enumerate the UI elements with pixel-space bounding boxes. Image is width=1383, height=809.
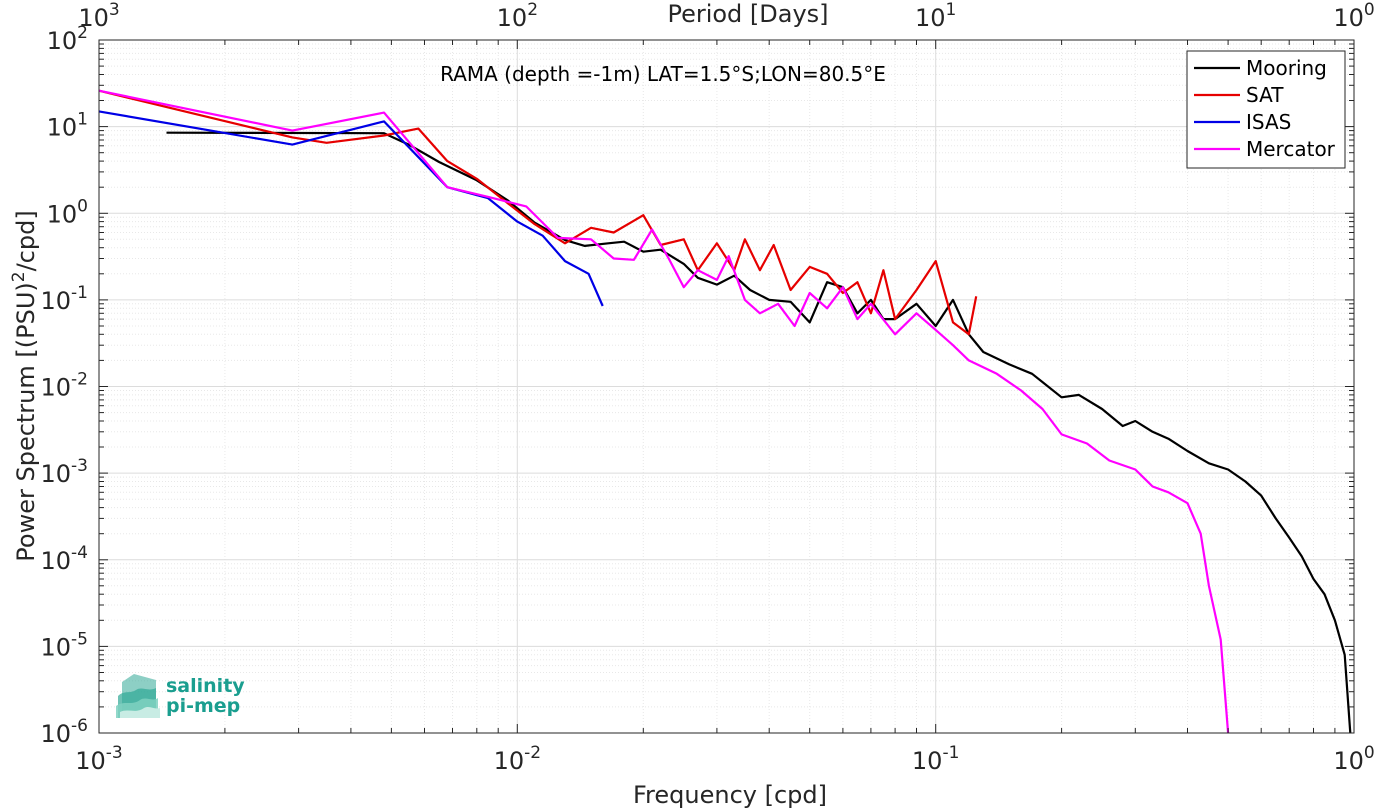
- x-tick-label: 10-2: [494, 743, 542, 775]
- period-tick-label: 102: [497, 0, 538, 32]
- salinity-pi-mep-logo: salinity pi-mep: [116, 674, 245, 718]
- y-axis-label: Power Spectrum [(PSU)2/cpd]: [9, 210, 40, 561]
- legend-label: Mercator: [1246, 137, 1336, 161]
- logo-line2: pi-mep: [166, 695, 240, 717]
- x-tick-label: 100: [1333, 743, 1374, 775]
- y-axis-label-sup: 2: [9, 271, 29, 282]
- x-axis-label: Frequency [cpd]: [633, 781, 827, 809]
- y-tick-labels: 10-6 10-5 10-4 10-3 10-2 10-1 100 101 102: [41, 23, 89, 748]
- logo-mark-icon: [116, 674, 160, 718]
- y-axis-label-tail: /cpd]: [12, 210, 40, 271]
- period-tick-label: 101: [915, 0, 956, 32]
- series-layer: [98, 89, 1352, 734]
- y-tick-label: 10-1: [41, 283, 89, 315]
- y-tick-label: 10-5: [41, 629, 89, 661]
- x-tick-label: 10-3: [75, 743, 123, 775]
- y-tick-label: 10-2: [41, 370, 89, 402]
- legend-label: ISAS: [1246, 110, 1291, 134]
- legend-label: Mooring: [1246, 56, 1327, 80]
- ticks-layer: [98, 39, 1355, 734]
- chart-title: RAMA (depth =-1m) LAT=1.5°S;LON=80.5°E: [440, 62, 886, 86]
- y-tick-label: 10-4: [41, 543, 89, 575]
- logo-line1: salinity: [166, 675, 245, 697]
- x-tick-labels: 10-3 10-2 10-1 100: [75, 743, 1374, 775]
- series-line-sat: [98, 89, 978, 336]
- series-line-mercator: [98, 89, 1230, 734]
- legend: Mooring SAT ISAS Mercator: [1186, 50, 1346, 169]
- series-line-mooring: [166, 131, 1352, 734]
- period-tick-label: 103: [78, 0, 119, 32]
- y-tick-label: 101: [47, 110, 88, 142]
- period-tick-label: 100: [1333, 0, 1374, 32]
- y-tick-label: 102: [47, 23, 88, 55]
- series-line-isas: [98, 110, 604, 307]
- y-tick-label: 100: [47, 196, 88, 228]
- top-period-tick-labels: 103 102 101 100: [78, 0, 1374, 32]
- legend-label: SAT: [1246, 83, 1284, 107]
- y-tick-label: 10-6: [41, 716, 89, 748]
- y-axis-label-main: Power Spectrum [(PSU): [12, 282, 40, 561]
- x2-axis-label: Period [Days]: [667, 0, 828, 28]
- y-tick-label: 10-3: [41, 456, 89, 488]
- x-tick-label: 10-1: [912, 743, 960, 775]
